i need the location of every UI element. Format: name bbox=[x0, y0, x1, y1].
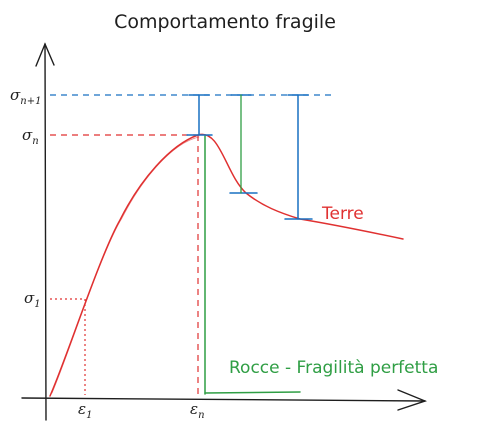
x-axis-arrow-icon bbox=[398, 390, 425, 410]
soil-stress-strain-curve-sketch bbox=[52, 137, 199, 393]
sigma-1-label: σ1 bbox=[24, 289, 41, 310]
eps-n-label: εn bbox=[190, 400, 205, 421]
soils-annotation: Terre bbox=[321, 204, 364, 224]
soil-stress-strain-curve bbox=[50, 134, 403, 396]
rocks-annotation: Rocce - Fragilità perfetta bbox=[229, 358, 438, 378]
rock-brittle-path bbox=[205, 136, 300, 394]
sigma-n-label: σn bbox=[22, 126, 39, 147]
sigma1-guides bbox=[50, 299, 85, 395]
sigma-n1-label: σn+1 bbox=[10, 86, 41, 107]
y-axis bbox=[45, 44, 46, 420]
diagram-title: Comportamento fragile bbox=[114, 11, 336, 33]
reference-lines bbox=[50, 95, 335, 395]
rock-residual-line bbox=[205, 392, 300, 393]
eps-1-label: ε1 bbox=[78, 400, 92, 421]
